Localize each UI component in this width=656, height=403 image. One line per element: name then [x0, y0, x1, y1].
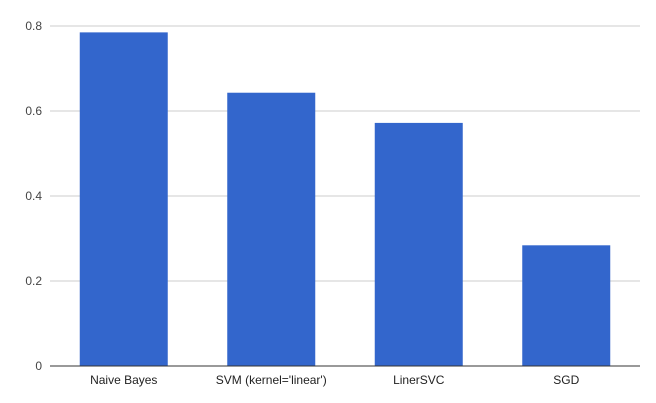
y-axis-ticks: 0 0.2 0.4 0.6 0.8 [25, 19, 42, 373]
bar [227, 92, 316, 366]
x-axis-labels: Naive Bayes SVM (kernel='linear') LinerSVC… [90, 373, 580, 387]
y-tick-label: 0.6 [25, 104, 42, 118]
x-tick-label: SGD [553, 373, 579, 387]
y-tick-label: 0.4 [25, 189, 42, 203]
y-tick-label: 0.2 [25, 274, 42, 288]
y-tick-label: 0.8 [25, 19, 42, 33]
bar [522, 245, 611, 366]
bars [79, 32, 611, 367]
bar [374, 122, 463, 367]
x-tick-label: LinerSVC [393, 373, 445, 387]
y-tick-label: 0 [35, 359, 42, 373]
x-tick-label: Naive Bayes [90, 373, 157, 387]
x-tick-label: SVM (kernel='linear') [216, 373, 327, 387]
bar [79, 32, 168, 366]
